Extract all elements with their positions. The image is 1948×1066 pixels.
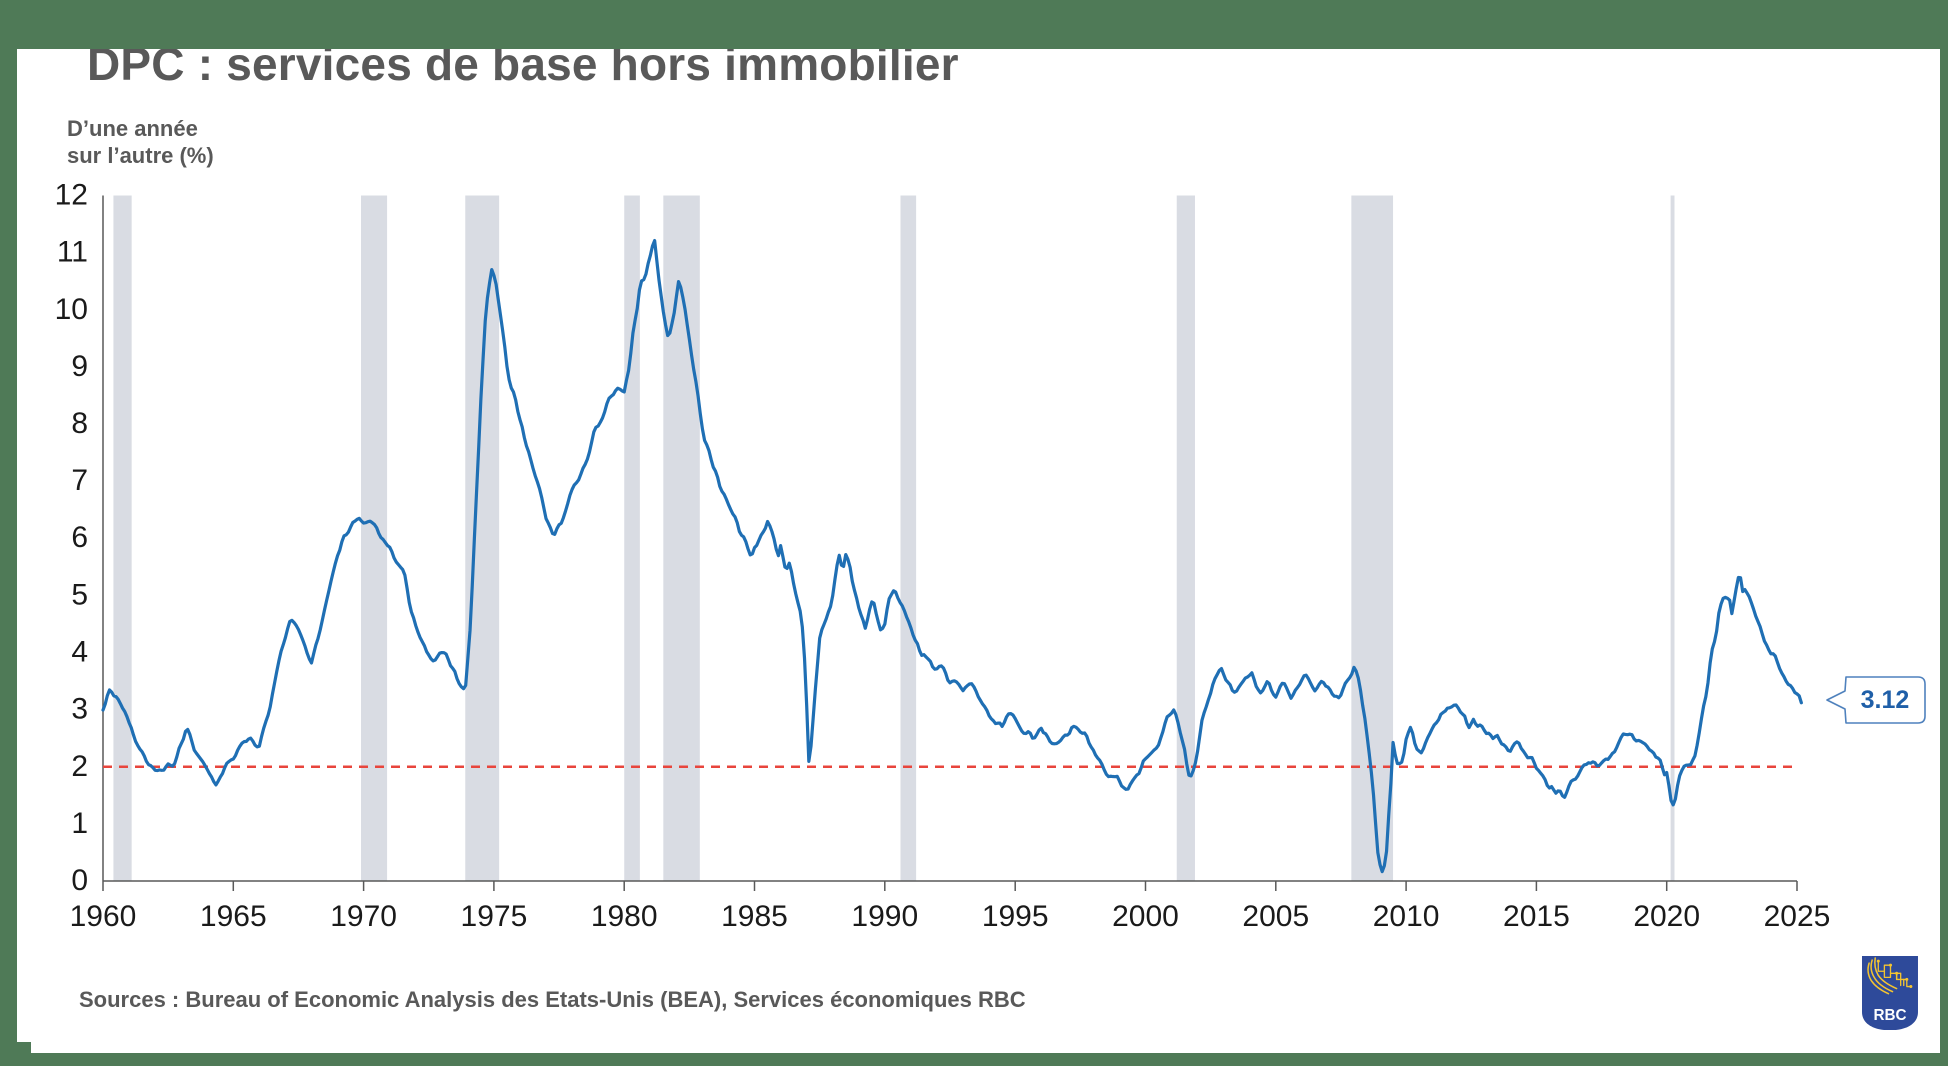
svg-text:11: 11: [57, 236, 88, 269]
svg-text:2: 2: [71, 750, 88, 783]
svg-text:2005: 2005: [1242, 900, 1309, 933]
svg-text:1980: 1980: [591, 900, 658, 933]
svg-text:2020: 2020: [1633, 900, 1700, 933]
svg-text:1990: 1990: [851, 900, 918, 933]
svg-text:2000: 2000: [1112, 900, 1179, 933]
svg-text:0: 0: [71, 864, 88, 897]
svg-text:12: 12: [55, 179, 88, 212]
svg-text:2025: 2025: [1764, 900, 1831, 933]
svg-text:1965: 1965: [200, 900, 267, 933]
svg-text:1: 1: [71, 807, 88, 840]
svg-text:9: 9: [71, 350, 88, 383]
svg-text:8: 8: [71, 407, 88, 440]
svg-text:1960: 1960: [70, 900, 137, 933]
svg-text:10: 10: [55, 293, 88, 326]
svg-text:2015: 2015: [1503, 900, 1570, 933]
svg-text:3: 3: [71, 693, 88, 726]
svg-text:1985: 1985: [721, 900, 788, 933]
svg-text:1975: 1975: [461, 900, 528, 933]
svg-text:1970: 1970: [330, 900, 397, 933]
svg-text:5: 5: [71, 578, 88, 611]
svg-text:1995: 1995: [982, 900, 1049, 933]
svg-text:4: 4: [71, 636, 88, 669]
svg-text:2010: 2010: [1373, 900, 1440, 933]
svg-text:7: 7: [71, 464, 88, 497]
svg-text:6: 6: [71, 521, 88, 554]
